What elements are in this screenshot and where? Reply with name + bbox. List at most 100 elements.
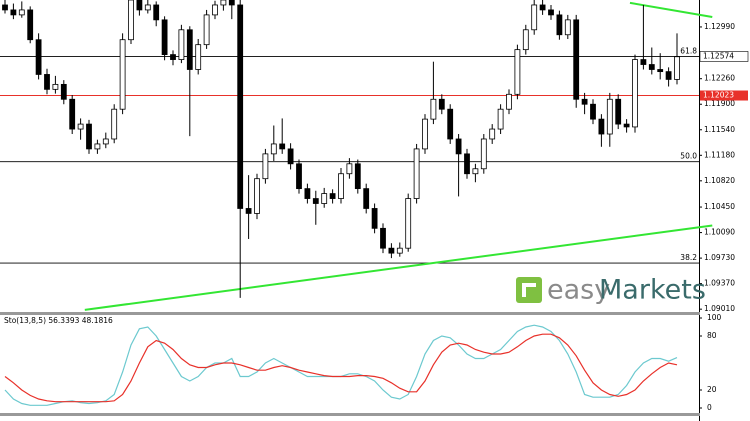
y-tick-label: 80 xyxy=(707,331,717,340)
candle-body xyxy=(178,29,185,60)
candle-body xyxy=(287,148,294,165)
y-tick-label: 0 xyxy=(707,403,712,412)
candle-body xyxy=(665,71,672,80)
candle-body xyxy=(321,193,328,204)
candle-body xyxy=(18,9,25,16)
price-label: 1.12023 xyxy=(703,91,734,100)
candle-body xyxy=(674,56,680,80)
stochastic-line xyxy=(4,333,678,403)
candle-body xyxy=(497,108,504,130)
candle-body xyxy=(531,4,538,31)
candle-body xyxy=(564,19,571,36)
candle-body xyxy=(338,173,344,199)
candle-body xyxy=(380,227,386,249)
panel-separator xyxy=(0,312,700,315)
watermark-easy: easy xyxy=(547,275,610,306)
price-box xyxy=(699,51,749,62)
candle-body xyxy=(312,198,319,204)
fib-label: 50.0 xyxy=(680,152,697,161)
candle-body xyxy=(447,108,454,140)
candle-body xyxy=(539,4,546,11)
y-tick-label: 1.11180 xyxy=(704,150,735,159)
candle-body xyxy=(60,83,67,100)
trendline xyxy=(84,224,713,311)
candle-body xyxy=(522,29,529,51)
candle-body xyxy=(44,74,50,90)
candle-body xyxy=(388,247,395,254)
candle-body xyxy=(245,208,252,214)
candle-body xyxy=(270,143,277,155)
candle-body xyxy=(279,143,286,150)
candle-body xyxy=(262,153,269,180)
candle-body xyxy=(119,39,126,110)
candle-body xyxy=(102,138,109,145)
candle-body xyxy=(86,123,92,150)
candle-body xyxy=(128,0,134,41)
candle-body xyxy=(228,0,235,6)
candle-body xyxy=(161,19,168,55)
candle-body xyxy=(254,178,260,214)
candle-body xyxy=(220,0,227,6)
candle-body xyxy=(455,138,462,155)
candle-body xyxy=(170,54,176,60)
candle-body xyxy=(396,247,403,254)
candle-body xyxy=(77,123,84,130)
candle-body xyxy=(464,153,470,175)
candle-body xyxy=(52,83,59,90)
candle-body xyxy=(111,108,118,140)
y-tick-label: 1.11900 xyxy=(704,99,735,108)
y-tick-label: 20 xyxy=(707,385,717,394)
candle-body xyxy=(35,39,42,75)
candle-body xyxy=(489,128,496,140)
y-tick-label: 1.09010 xyxy=(704,304,735,313)
candle-body xyxy=(136,0,143,11)
candle-body xyxy=(212,4,218,16)
candle-body xyxy=(648,64,655,70)
candle-body xyxy=(203,14,210,46)
y-tick-label: 1.10450 xyxy=(704,202,735,211)
y-tick-label: 1.11540 xyxy=(704,125,735,134)
panel-separator xyxy=(0,413,700,416)
candle-body xyxy=(346,163,353,175)
logo-inner xyxy=(526,287,536,297)
candle-body xyxy=(438,98,445,110)
y-tick-label: 1.12260 xyxy=(704,74,735,83)
price-box xyxy=(700,90,748,101)
candle-body xyxy=(657,69,664,73)
candle-body xyxy=(354,163,361,190)
watermark xyxy=(516,277,542,303)
candle-body xyxy=(514,49,521,95)
price-label: 1.12574 xyxy=(703,51,734,60)
y-tick-label: 100 xyxy=(707,313,722,322)
fib-label: 38.2 xyxy=(680,253,697,262)
y-tick-label: 1.09370 xyxy=(704,279,735,288)
y-tick-label: 1.10820 xyxy=(704,176,735,185)
y-tick-label: 1.12990 xyxy=(704,22,735,31)
candle-body xyxy=(69,98,76,130)
candle-body xyxy=(94,143,101,150)
candle-body xyxy=(10,9,17,16)
candle-body xyxy=(430,98,437,120)
candle-body xyxy=(573,19,580,100)
fib-label: 61.8 xyxy=(680,46,697,55)
y-tick-label: 1.09730 xyxy=(704,253,735,262)
candle-body xyxy=(371,208,378,229)
candle-body xyxy=(363,188,370,209)
candle-body xyxy=(195,44,202,70)
watermark-markets: Markets xyxy=(599,275,706,306)
candle-body xyxy=(548,9,554,16)
candle-body xyxy=(623,123,630,128)
candle-body xyxy=(405,198,412,249)
candle-body xyxy=(2,4,8,11)
candle-body xyxy=(304,188,311,199)
candle-body xyxy=(186,29,193,70)
candle-body xyxy=(153,4,160,21)
candle-body xyxy=(480,138,487,170)
candle-body xyxy=(506,93,512,110)
candle-body xyxy=(296,163,302,190)
candle-body xyxy=(581,98,588,105)
candle-body xyxy=(640,59,647,65)
candle-body xyxy=(329,193,336,199)
candle-body xyxy=(413,148,420,199)
